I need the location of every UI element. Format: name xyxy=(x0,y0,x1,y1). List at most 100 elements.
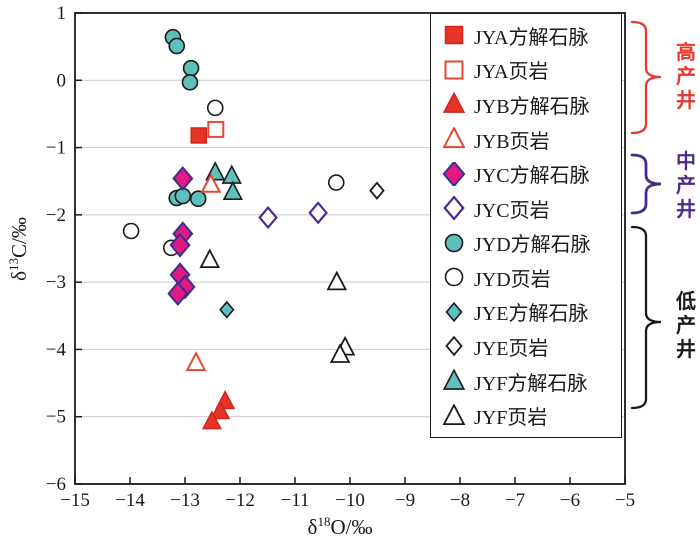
data-point-jyf-calcite xyxy=(222,180,243,200)
jya-shale-marker-icon xyxy=(441,58,467,82)
x-axis-title: δ18O/‰ xyxy=(240,514,440,540)
x-axis-title-sup: 18 xyxy=(317,514,331,529)
data-point-jyd-shale xyxy=(122,222,140,240)
group-label-low-yield-well: 低 产 井 xyxy=(672,290,700,362)
legend-box: JYA方解石脉 JYA页岩 JYB方解石脉 JYB页岩 JYC方解石脉 JYC页… xyxy=(430,13,622,438)
data-point-jyd-calcite xyxy=(181,74,199,91)
y-tick-label: −5 xyxy=(46,407,66,428)
brace-mid-yield xyxy=(630,153,662,215)
y-tick-label: −2 xyxy=(46,205,66,226)
y-axis-title-rest: C/‰ xyxy=(7,217,31,258)
data-point-jyc-calcite xyxy=(172,166,194,191)
legend-marker-jye-shale xyxy=(445,336,463,357)
data-point-jyd-shale xyxy=(206,99,224,117)
x-tick-label: −14 xyxy=(115,490,145,511)
jyb-shale-marker-icon xyxy=(441,126,467,151)
x-tick-label: −13 xyxy=(170,490,200,511)
x-axis-title-delta: δ xyxy=(307,515,318,539)
group-label-mid-yield-well: 中 产 井 xyxy=(672,150,700,222)
legend-item-jyf-calcite: JYF方解石脉 xyxy=(431,365,621,398)
y-tick-label: 0 xyxy=(57,70,67,91)
y-tick-label: 1 xyxy=(57,3,67,24)
y-tick-label: −3 xyxy=(46,272,66,293)
group-label-char: 井 xyxy=(676,199,696,221)
x-axis-title-rest: O/‰ xyxy=(330,515,373,539)
group-label-char: 中 xyxy=(676,151,696,173)
data-point-jyf-shale xyxy=(329,343,351,363)
data-point-jyf-calcite xyxy=(221,164,242,184)
brace-low-yield xyxy=(630,225,662,410)
legend-marker-jye-calcite xyxy=(445,301,463,322)
legend-label: JYE页岩 xyxy=(474,337,549,360)
group-label-char: 井 xyxy=(676,90,696,112)
jyc-shale-marker-icon xyxy=(441,195,467,221)
jyf-calcite-marker-icon xyxy=(441,368,467,393)
legend-item-jye-calcite: JYE方解石脉 xyxy=(431,295,621,328)
y-axis-title: δ13C/‰ xyxy=(6,189,32,309)
legend-item-jya-shale: JYA页岩 xyxy=(431,53,621,86)
legend-label: JYD页岩 xyxy=(474,268,551,291)
legend-item-jyd-shale: JYD页岩 xyxy=(431,261,621,294)
legend-label: JYA页岩 xyxy=(474,61,549,84)
legend-marker-jyb-shale xyxy=(442,126,466,149)
x-tick-label: −15 xyxy=(60,490,90,511)
data-point-jyd-calcite xyxy=(189,190,207,208)
jyd-calcite-marker-icon xyxy=(441,231,467,255)
data-point-jyd-shale xyxy=(327,174,345,191)
data-point-jyc-calcite xyxy=(169,232,191,258)
legend-marker-jyc-calcite xyxy=(442,160,466,188)
legend-marker-jyf-shale xyxy=(442,402,466,425)
x-tick-label: −7 xyxy=(505,490,525,511)
x-tick-label: −10 xyxy=(335,490,365,511)
x-tick-label: −9 xyxy=(395,490,415,511)
jyb-calcite-marker-icon xyxy=(441,92,467,116)
legend-label: JYC方解石脉 xyxy=(474,165,590,188)
legend-item-jyf-shale: JYF页岩 xyxy=(431,399,621,432)
y-axis-title-delta: δ xyxy=(7,270,31,281)
data-point-jyb-calcite xyxy=(201,410,222,430)
legend-label: JYB方解石脉 xyxy=(474,95,590,118)
legend-item-jyb-shale: JYB页岩 xyxy=(431,123,621,156)
group-label-char: 高 xyxy=(676,42,696,64)
data-point-jye-calcite xyxy=(219,300,235,319)
y-tick-label: −6 xyxy=(46,474,66,495)
data-point-jyf-shale xyxy=(326,270,348,291)
legend-label: JYF页岩 xyxy=(474,407,548,430)
legend-item-jyd-calcite: JYD方解石脉 xyxy=(431,226,621,259)
legend-marker-jyc-shale xyxy=(443,195,465,221)
x-tick-label: −12 xyxy=(225,490,255,511)
x-tick-label: −8 xyxy=(450,490,470,511)
legend-item-jyc-shale: JYC页岩 xyxy=(431,192,621,225)
legend-marker-jyb-calcite xyxy=(442,92,466,114)
legend-marker-jya-calcite xyxy=(444,26,464,45)
legend-item-jyb-calcite: JYB方解石脉 xyxy=(431,88,621,121)
y-tick-label: −4 xyxy=(46,339,67,360)
legend-marker-jyd-shale xyxy=(444,268,464,287)
data-point-jyc-shale xyxy=(308,201,328,225)
data-point-jyd-calcite xyxy=(168,37,186,55)
jyc-calcite-marker-icon xyxy=(441,160,467,188)
data-point-jya-shale xyxy=(207,120,225,138)
group-label-high-yield-well: 高 产 井 xyxy=(672,41,700,113)
data-point-jyb-shale xyxy=(185,351,207,372)
x-tick-label: −6 xyxy=(560,490,580,511)
legend-label: JYA方解石脉 xyxy=(474,26,589,49)
legend-label: JYC页岩 xyxy=(474,199,550,222)
legend-label: JYE方解石脉 xyxy=(474,303,589,326)
data-point-jyb-calcite xyxy=(210,400,231,420)
x-tick-label: −5 xyxy=(615,490,635,511)
data-point-jyc-shale xyxy=(258,205,278,230)
legend-item-jye-shale: JYE页岩 xyxy=(431,330,621,363)
legend-marker-jyd-calcite xyxy=(444,233,464,253)
x-tick-label: −11 xyxy=(280,490,309,511)
group-label-char: 产 xyxy=(676,175,696,197)
legend-label: JYF方解石脉 xyxy=(474,372,588,395)
data-point-jyd-calcite xyxy=(182,59,200,77)
data-point-jyc-calcite xyxy=(167,281,189,307)
jyd-shale-marker-icon xyxy=(441,265,467,289)
group-label-char: 产 xyxy=(676,66,696,88)
legend-marker-jya-shale xyxy=(444,60,464,80)
data-point-jyb-shale xyxy=(200,172,222,193)
